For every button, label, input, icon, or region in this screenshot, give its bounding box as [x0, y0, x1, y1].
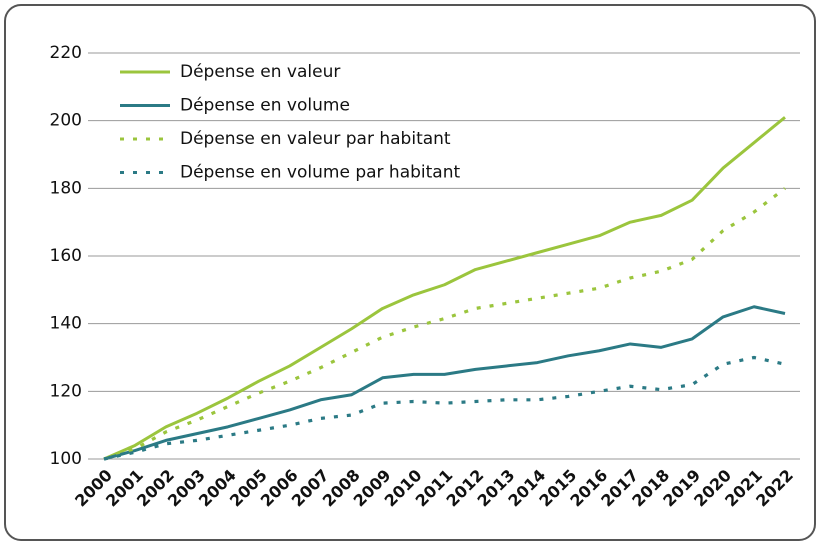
- legend-label: Dépense en volume: [180, 96, 350, 116]
- legend-label: Dépense en valeur: [180, 62, 340, 82]
- y-tick-label: 180: [50, 178, 82, 198]
- series-line: [103, 116, 786, 461]
- y-tick-label: 200: [50, 111, 82, 131]
- y-tick-label: 220: [50, 43, 82, 63]
- legend-label: Dépense en valeur par habitant: [180, 129, 451, 149]
- y-tick-label: 160: [50, 246, 82, 266]
- frame: [4, 4, 816, 541]
- y-tick-label: 140: [50, 314, 82, 334]
- legend-label: Dépense en volume par habitant: [180, 163, 460, 183]
- series-line: [103, 305, 786, 461]
- y-tick-label: 120: [50, 381, 82, 401]
- y-tick-label: 100: [50, 449, 82, 469]
- series-line: [103, 355, 786, 461]
